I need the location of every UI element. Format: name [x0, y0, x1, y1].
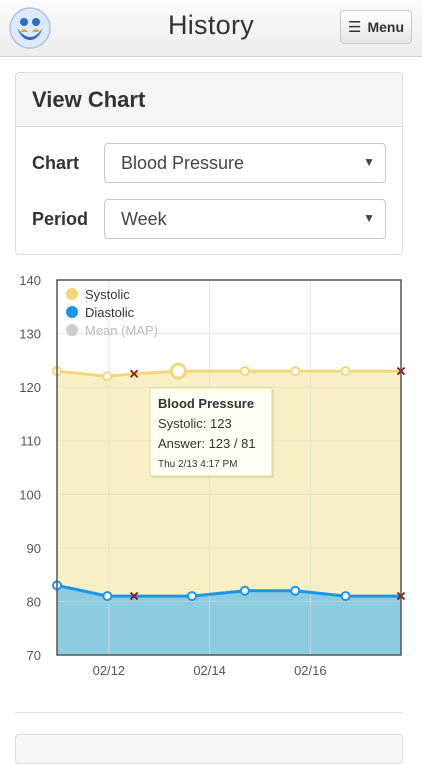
- diastolic-missing-point[interactable]: [129, 591, 139, 601]
- tooltip-time: Thu 2/13 4:17 PM: [158, 459, 238, 470]
- systolic-point[interactable]: [239, 366, 250, 377]
- legend-dot[interactable]: [66, 324, 78, 336]
- legend-label[interactable]: Systolic: [85, 287, 130, 302]
- tooltip-answer: Answer: 123 / 81: [158, 436, 256, 451]
- x-tick-label: 02/12: [93, 663, 126, 678]
- chart-select[interactable]: Blood Pressure ▼: [104, 143, 386, 183]
- tooltip-systolic: Systolic: 123: [158, 416, 232, 431]
- blood-pressure-chart: 70 80 90 100 110 120 130 140 02/12 02/14 02/16 Syst…: [0, 262, 422, 682]
- period-select-value: Week: [121, 208, 167, 229]
- y-tick-label: 100: [19, 487, 41, 502]
- legend-label[interactable]: Diastolic: [85, 305, 135, 320]
- plot-border: [56, 279, 402, 656]
- app-header: History ☰ Menu: [0, 0, 422, 57]
- systolic-point[interactable]: [290, 366, 301, 377]
- x-tick-label: 02/16: [294, 663, 327, 678]
- chevron-down-icon: ▼: [363, 211, 375, 225]
- diastolic-point[interactable]: [340, 591, 351, 602]
- legend-label[interactable]: Mean (MAP): [85, 323, 158, 338]
- tooltip-title: Blood Pressure: [158, 396, 254, 411]
- menu-button[interactable]: ☰ Menu: [340, 10, 412, 44]
- y-tick-label: 70: [27, 648, 41, 663]
- legend-dot[interactable]: [66, 306, 78, 318]
- x-tick-label: 02/14: [193, 663, 226, 678]
- legend-dot[interactable]: [66, 288, 78, 300]
- systolic-missing-point[interactable]: [129, 369, 139, 378]
- diastolic-point[interactable]: [290, 585, 301, 596]
- systolic-point-highlighted[interactable]: [169, 362, 187, 380]
- tooltip-box: [149, 387, 273, 477]
- y-tick-label: 80: [27, 594, 41, 609]
- y-tick-label: 110: [20, 434, 41, 449]
- systolic-point[interactable]: [102, 371, 113, 382]
- y-tick-label: 90: [27, 541, 41, 556]
- menu-button-label: Menu: [367, 19, 404, 35]
- panel-heading: View Chart: [16, 73, 402, 127]
- hamburger-icon: ☰: [347, 19, 362, 36]
- y-tick-label: 120: [19, 380, 41, 395]
- systolic-area: [57, 371, 401, 655]
- chart-select-value: Blood Pressure: [121, 152, 245, 173]
- next-panel: [15, 734, 403, 764]
- diastolic-point[interactable]: [239, 585, 250, 596]
- app-logo-icon[interactable]: [8, 6, 52, 50]
- diastolic-point[interactable]: [102, 591, 113, 602]
- period-field-row: Period Week ▼: [16, 199, 402, 241]
- view-chart-panel: View Chart Chart Blood Pressure ▼ Period…: [15, 72, 403, 255]
- page-title: History: [167, 10, 255, 40]
- y-tick-label: 140: [19, 273, 41, 288]
- diastolic-point[interactable]: [186, 591, 197, 602]
- period-field-label: Period: [32, 209, 89, 229]
- diastolic-area: [57, 585, 401, 655]
- period-select[interactable]: Week ▼: [104, 199, 386, 239]
- chart-field-row: Chart Blood Pressure ▼: [16, 143, 402, 185]
- chart-field-label: Chart: [32, 153, 80, 173]
- chevron-down-icon: ▼: [363, 155, 375, 169]
- divider: [15, 712, 403, 713]
- systolic-point[interactable]: [340, 366, 351, 377]
- chart-svg: 70 80 90 100 110 120 130 140 02/12 02/14 02/16 Syst…: [19, 273, 406, 678]
- y-tick-label: 130: [19, 327, 41, 342]
